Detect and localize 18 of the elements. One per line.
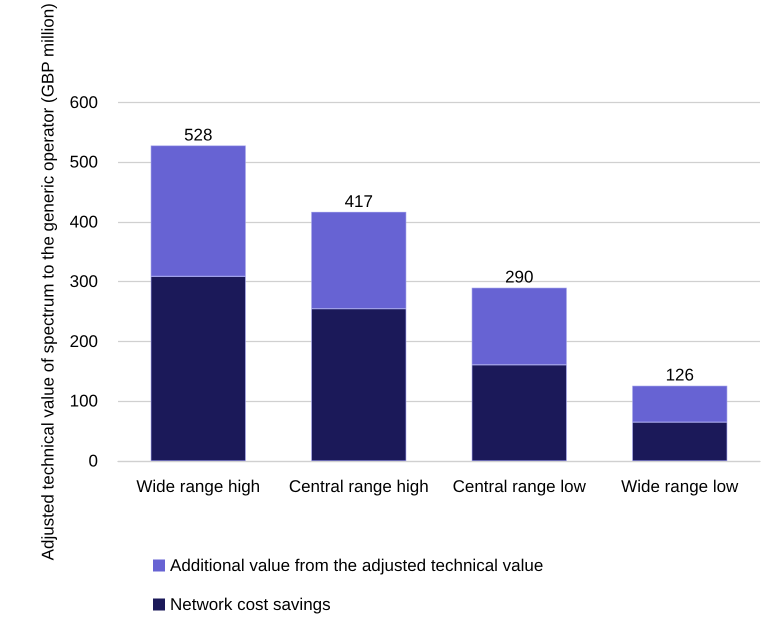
x-tick-label: Wide range high [136, 477, 260, 496]
y-tick-label: 500 [70, 152, 98, 172]
y-tick-label: 400 [70, 212, 98, 232]
y-tick-label: 100 [70, 392, 98, 411]
y-tick-label: 600 [70, 92, 98, 112]
x-tick-label: Central range high [288, 477, 429, 496]
total-label: 290 [505, 268, 534, 287]
y-axis-title: Adjusted technical value of spectrum to the generic operator (GBP million) [38, 3, 58, 560]
y-tick-label: 0 [88, 452, 98, 470]
x-tick-label: Central range low [452, 477, 587, 496]
total-label: 126 [666, 366, 694, 385]
legend-label: Network cost savings [170, 595, 331, 614]
x-tick-label: Wide range low [621, 477, 740, 496]
y-tick-label: 300 [70, 272, 98, 292]
total-label: 528 [184, 126, 212, 145]
legend-label: Additional value from the adjusted technical value [170, 556, 544, 575]
total-label: 417 [344, 192, 373, 211]
y-tick-label: 200 [70, 332, 98, 351]
